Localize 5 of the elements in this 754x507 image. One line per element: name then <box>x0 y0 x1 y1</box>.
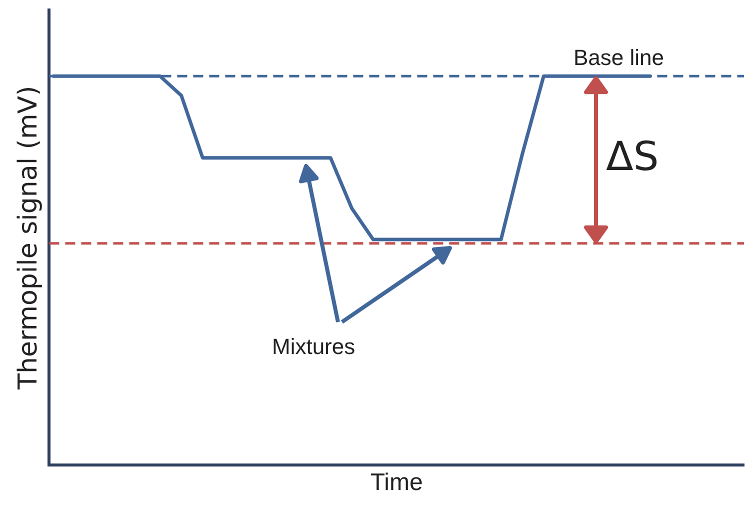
ref-line-label: Base line <box>573 45 664 70</box>
x-axis-title: Time <box>370 469 423 496</box>
annotation: Mixtures <box>272 334 356 360</box>
y-axis-title: Thermopile signal (mV) <box>13 86 44 390</box>
annotation: ΔS <box>606 134 659 180</box>
